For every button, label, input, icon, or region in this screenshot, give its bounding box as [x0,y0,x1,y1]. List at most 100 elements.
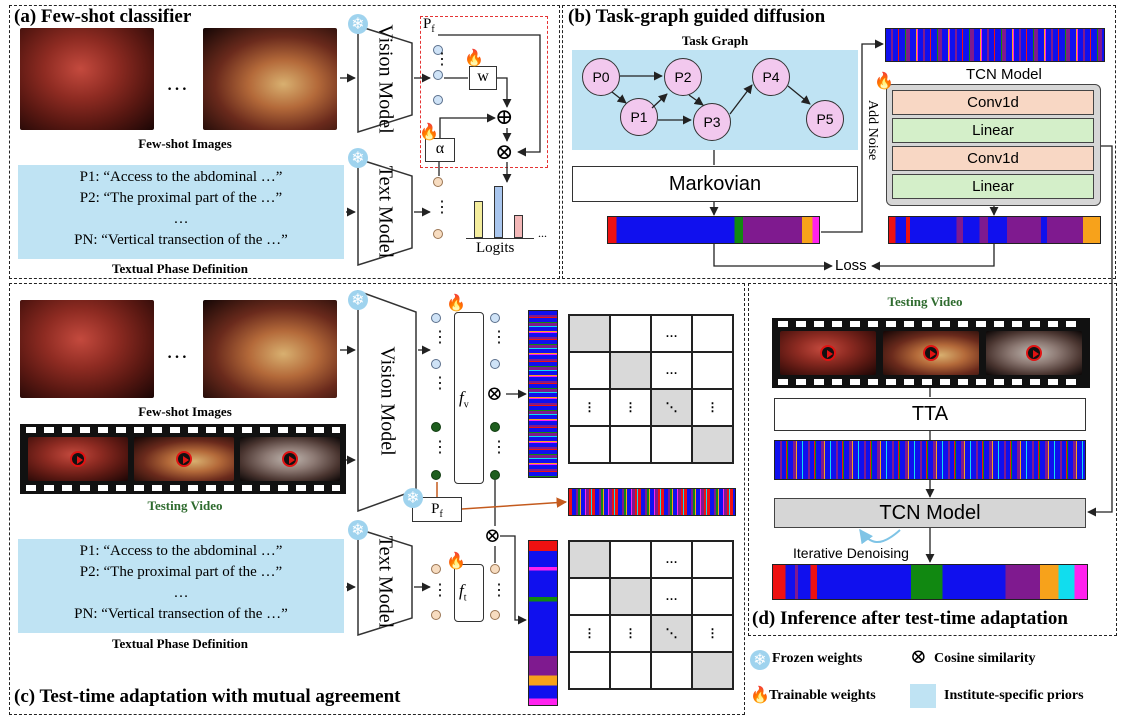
classifier-head [420,16,548,168]
matrix-cell [569,315,610,352]
image-feature-node [431,359,441,369]
ellipsis: … [166,70,188,95]
matrix-cell [610,426,651,463]
matrix-cell: ⋮ [610,389,651,426]
logit-bar [514,215,523,238]
testing-video-filmstrip [772,318,1090,388]
vertical-dots: ⋮ [434,51,450,68]
linear-layer: Linear [892,118,1094,143]
arrow [821,39,884,233]
few-shot-images-label: Few-shot Images [138,136,232,151]
logits-axis [466,238,534,239]
phase-definition-box: P1: “Access to the abdominal …” P2: “The… [18,539,344,633]
tcn-model-label: TCN Model [879,502,981,524]
ft-label: ft [459,581,467,604]
phase-def-n: PN: “Vertical transection of the …” [74,232,288,248]
vertical-dots: ⋮ [434,199,450,216]
play-icon [176,451,192,467]
trainable-icon: 🔥 [419,122,439,141]
graph-edge [651,93,668,109]
arrow [1087,145,1113,517]
text-model-block: Text Model [357,157,413,267]
prior-swatch [910,684,936,708]
graph-node-p0: P0 [582,58,620,96]
frozen-icon: ❄ [348,148,368,168]
tcn-model-box: TCN Model [774,498,1086,528]
matrix-cell: ⋱ [651,615,692,652]
agreement-matrix-text: … … ⋮ ⋮ ⋱ ⋮ [568,540,734,690]
final-prediction-bar [772,564,1088,600]
frozen-icon: ❄ [348,14,368,34]
film-holes [26,427,340,433]
arrow [438,34,541,157]
matrix-cell: ⋮ [569,615,610,652]
fire-icon: 🔥 [750,685,770,704]
play-icon [282,451,298,467]
matrix-cell [610,315,651,352]
legend-trainable: Trainable weights [769,688,876,703]
play-icon [1026,345,1042,361]
vertical-dots: ⋮ [491,439,507,456]
logits-label: Logits [476,240,515,256]
panel-c-title: (c) Test-time adaptation with mutual agr… [14,686,401,707]
prototype-prediction-bar [568,488,736,516]
agreement-matrix-visual: … … ⋮ ⋮ ⋱ ⋮ [568,314,734,464]
panel-b-title: (b) Task-graph guided diffusion [568,6,826,27]
tta-label: TTA [911,403,949,425]
arrow [713,244,833,271]
vertical-dots: ⋮ [432,439,448,456]
graph-node-p4: P4 [752,58,790,96]
alpha-box: α [425,138,455,162]
vertical-dots: ⋮ [491,582,507,599]
graph-edge [787,85,811,105]
frozen-icon: ❄ [348,290,368,310]
graph-edge [729,84,753,115]
cosine-symbol: ⊗ [486,383,503,405]
markovian-box: Markovian [572,166,858,202]
phase-def-n: PN: “Vertical transection of the …” [74,606,288,622]
matrix-cell [692,541,733,578]
denoised-phase-bar [888,216,1101,244]
vision-model-block: Vision Model [357,24,413,134]
graph-node-p3: P3 [693,103,731,141]
graph-edge [611,91,627,104]
matrix-cell [569,578,610,615]
linear-layer: Linear [892,174,1094,199]
few-shot-image-1 [20,28,154,130]
arrow [500,535,527,625]
w-label: w [477,68,489,85]
panel-d-title: (d) Inference after test-time adaptation [752,608,1068,629]
frozen-icon: ❄ [348,520,368,540]
node-label: P1 [630,109,648,125]
image-feature-node [431,313,441,323]
tta-prediction-bar [774,440,1086,480]
fv-label: fv [459,388,469,411]
matrix-cell: ⋮ [610,615,651,652]
textual-phase-definition-label: Textual Phase Definition [111,261,249,276]
iterative-denoising-label: Iterative Denoising [793,545,909,561]
task-graph-label: Task Graph [681,33,749,48]
node-label: P4 [762,69,780,85]
graph-phase-bar [607,216,820,244]
tta-box: TTA [774,398,1086,431]
adapted-text-node [490,610,500,620]
matrix-cell [692,352,733,389]
matrix-cell [569,426,610,463]
trainable-icon: 🔥 [464,48,484,67]
panel-d [748,283,1117,636]
matrix-cell: ⋱ [651,389,692,426]
node-label: P5 [816,111,834,127]
text-model-block: Text Model [357,527,413,637]
ft-adapter: ft [454,564,484,622]
few-shot-image-2 [203,28,337,130]
graph-edge [688,94,704,106]
layer-label: Conv1d [967,94,1019,111]
cosine-symbol: ⊗ [495,139,514,164]
pf-arrow [461,497,568,510]
legend-priors: Institute-specific priors [944,688,1084,703]
few-shot-images-label: Few-shot Images [138,404,232,419]
adapted-text-node [490,564,500,574]
noisy-phase-bar [885,28,1105,62]
text-feature-node [431,564,441,574]
